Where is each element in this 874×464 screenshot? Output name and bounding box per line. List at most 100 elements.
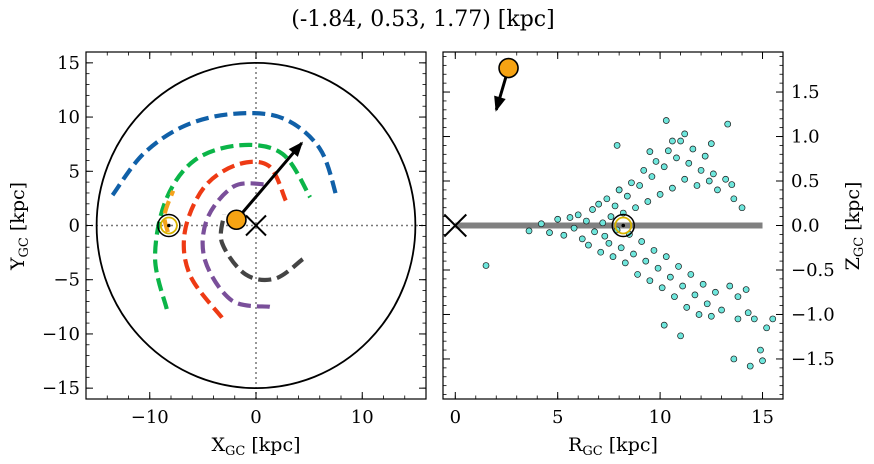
data-point: [705, 177, 713, 185]
y-tick-label: −10: [42, 324, 80, 345]
left-plot-frame: [85, 51, 427, 400]
data-point: [722, 175, 730, 183]
data-point: [662, 253, 670, 260]
galactic-center-marker: [245, 214, 267, 237]
left-y-axis-label: YGC [kpc]: [7, 182, 32, 271]
spiral-arm-line: [152, 142, 313, 310]
galaxy-boundary-circle: [95, 61, 417, 390]
sun-marker-outer: [157, 213, 181, 238]
data-point: [744, 309, 752, 317]
data-point: [638, 238, 646, 245]
data-point: [746, 362, 754, 370]
data-point: [636, 182, 643, 189]
y-tick-label: 5: [69, 161, 80, 182]
data-point: [712, 288, 719, 296]
data-point: [673, 154, 680, 162]
data-point: [646, 277, 654, 285]
spiral-arm-line: [162, 190, 176, 233]
right-x-axis-label: RGC [kpc]: [568, 434, 658, 459]
data-point: [642, 257, 650, 265]
data-point: [695, 311, 703, 318]
data-point: [591, 228, 598, 236]
data-point: [710, 170, 717, 178]
data-point: [603, 195, 611, 203]
y-tick-label: −1.5: [791, 349, 835, 370]
data-point: [671, 293, 678, 301]
data-point: [589, 206, 596, 213]
y-tick-label: 10: [57, 107, 80, 128]
right-plot-area: [443, 57, 777, 370]
spiral-arm-line: [181, 159, 288, 319]
left-plot-area: [86, 52, 426, 399]
data-point: [697, 166, 705, 174]
data-point: [482, 262, 490, 269]
data-point: [566, 214, 574, 221]
data-point: [703, 300, 711, 308]
data-point: [574, 211, 582, 219]
data-point: [730, 355, 738, 363]
spiral-arm-line: [110, 111, 339, 198]
data-point: [707, 140, 715, 147]
left-x-axis-label: XGC [kpc]: [211, 434, 300, 459]
data-point: [609, 253, 617, 260]
x-tick-label: 5: [552, 407, 563, 428]
y-tick-label: −0.5: [791, 260, 835, 281]
data-point: [599, 219, 607, 227]
data-point: [699, 280, 707, 288]
data-point: [763, 324, 770, 332]
data-point: [750, 315, 758, 323]
data-point: [546, 229, 553, 236]
spiral-arm-line: [200, 181, 271, 309]
data-point: [669, 137, 676, 145]
data-point: [648, 173, 656, 180]
data-point: [759, 357, 766, 365]
data-point: [628, 179, 635, 187]
data-point: [662, 117, 670, 124]
data-point: [677, 137, 684, 145]
figure-title: (-1.84, 0.53, 1.77) [kpc]: [291, 7, 554, 32]
data-point: [675, 263, 682, 270]
x-tick-label: 15: [751, 407, 774, 428]
data-point: [634, 271, 641, 278]
data-point: [525, 227, 533, 235]
data-point: [630, 250, 637, 258]
data-point: [681, 175, 689, 183]
data-point: [613, 142, 621, 149]
x-tick-label: 10: [351, 407, 374, 428]
galactic-center-marker: [443, 213, 467, 238]
data-point: [615, 186, 623, 194]
x-tick-label: 0: [250, 407, 261, 428]
y-tick-label: 0.0: [791, 216, 820, 237]
data-point: [689, 145, 697, 153]
data-point: [646, 148, 654, 156]
data-point: [658, 284, 666, 292]
data-point: [769, 315, 777, 323]
sun-marker-dot: [167, 223, 171, 228]
data-point: [660, 321, 668, 329]
data-point: [734, 315, 742, 323]
data-point: [685, 159, 693, 167]
data-point: [621, 259, 629, 267]
data-point: [601, 232, 609, 240]
data-point: [632, 204, 639, 212]
data-point: [644, 198, 652, 205]
data-point: [640, 166, 648, 174]
data-point: [617, 244, 625, 252]
data-point: [611, 202, 619, 210]
data-point: [660, 163, 668, 171]
data-point: [664, 147, 672, 155]
y-tick-label: 15: [57, 53, 80, 74]
data-point: [728, 181, 736, 188]
velocity-arrow-head: [288, 141, 303, 157]
data-point: [578, 235, 586, 243]
object-marker: [498, 57, 519, 79]
velocity-arrow-head: [494, 95, 506, 112]
data-point: [701, 152, 709, 160]
y-tick-label: 0: [69, 216, 80, 237]
data-point: [583, 217, 590, 225]
right-panel: 0 5 10 15 −1.5 −1.0 −0.5 0.0 0.5 1.0 1.5 RGC [kpc]…: [442, 51, 867, 459]
y-tick-label: 1.0: [791, 127, 820, 148]
data-point: [726, 282, 734, 290]
x-tick-label: −10: [131, 407, 169, 428]
data-point: [679, 282, 686, 290]
